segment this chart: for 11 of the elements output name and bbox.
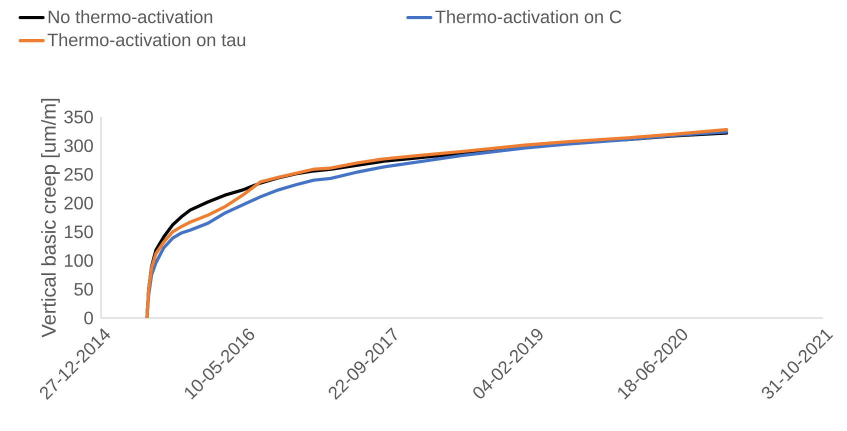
y-tick-label: 200 — [64, 196, 93, 210]
y-tick-label: 50 — [74, 282, 93, 296]
legend-label: No thermo-activation — [48, 10, 212, 24]
y-tick-label: 250 — [64, 168, 93, 181]
y-tick-label: 350 — [64, 110, 93, 124]
legend-label: Thermo-activation on tau — [48, 33, 246, 46]
y-tick-label: 100 — [64, 254, 93, 267]
y-tick-label: 300 — [64, 139, 93, 152]
y-tick-label: 150 — [64, 225, 93, 238]
y-tick-label: 0 — [84, 312, 93, 324]
legend-label: Thermo-activation on C — [435, 10, 622, 24]
